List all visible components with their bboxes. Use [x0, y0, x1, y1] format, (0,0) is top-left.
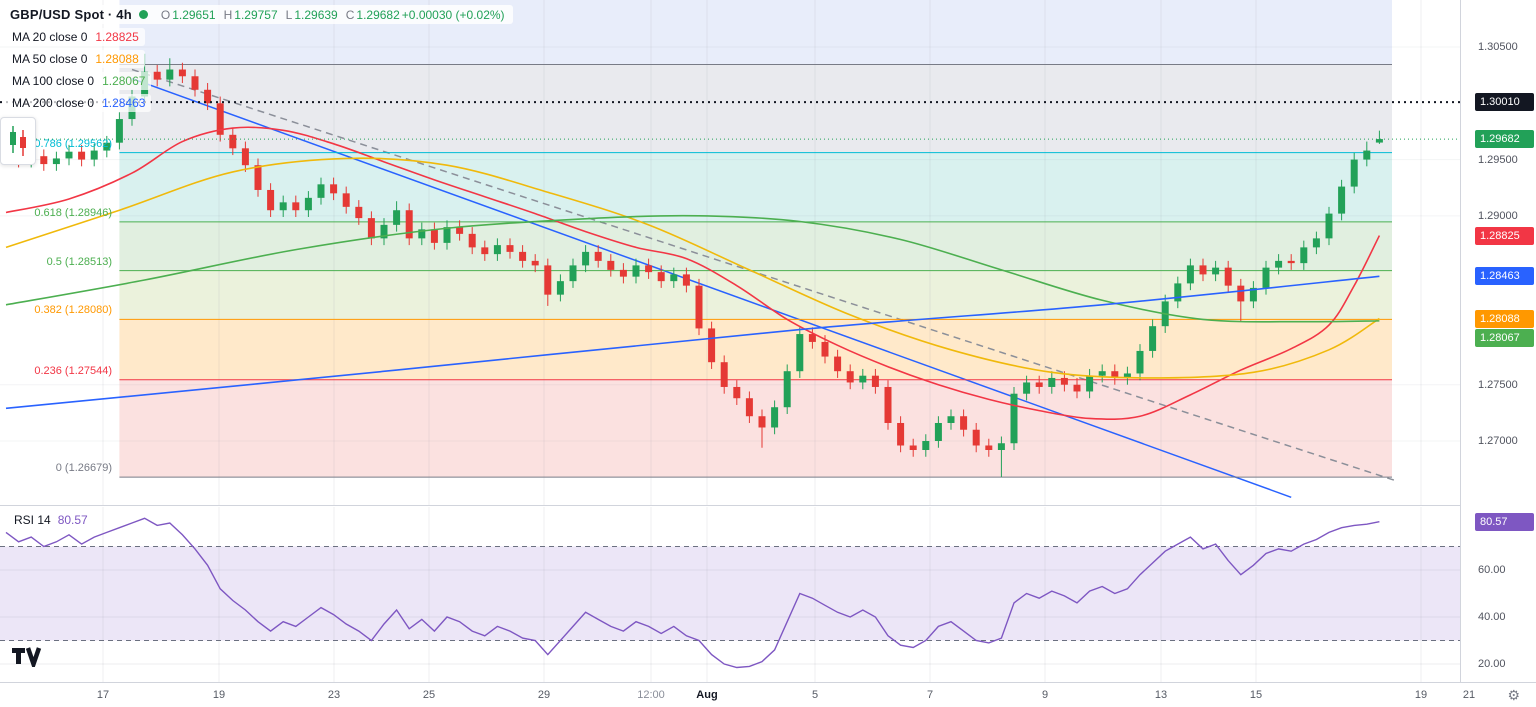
price-label-badge: 1.28463 [1475, 267, 1534, 286]
price-label-badge: 1.30010 [1475, 93, 1534, 112]
time-tick: 12:00 [637, 689, 665, 701]
indicator-legend-row-4[interactable]: MA 200 close 0 1.28463 [6, 94, 152, 112]
time-tick: 29 [537, 689, 551, 701]
open-value: 1.29651 [172, 7, 216, 22]
fib-level-label: 0.618 (1.28946) [34, 206, 112, 219]
rsi-value: 80.57 [57, 513, 88, 527]
candles-widget[interactable] [0, 117, 36, 165]
fib-level-label: 0.5 (1.28513) [46, 255, 112, 268]
price-tick: 1.27000 [1478, 434, 1518, 447]
fib-level-label: 0.382 (1.28080) [34, 304, 112, 317]
high-label: H [223, 7, 233, 22]
price-label-badge: 1.28825 [1475, 226, 1534, 245]
price-label-badge: 1.28067 [1475, 328, 1534, 347]
close-label: C [345, 7, 355, 22]
time-tick: 25 [422, 689, 436, 701]
indicator-label: MA 200 close 0 [12, 96, 95, 110]
indicator-label: MA 50 close 0 [12, 52, 88, 66]
high-value: 1.29757 [234, 7, 278, 22]
indicator-value: 1.28463 [102, 96, 146, 110]
time-tick: 21 [1462, 689, 1476, 701]
mini-candles-icon [10, 126, 26, 156]
symbol-legend[interactable]: GBP/USD Spot · 4h O 1.29651 H 1.29757 L … [6, 5, 513, 24]
indicator-value: 1.28825 [95, 30, 139, 44]
rsi-label: RSI 14 [14, 513, 51, 527]
close-value: 1.29682 [356, 7, 400, 22]
price-tick: 1.29000 [1478, 209, 1518, 222]
time-tick: Aug [696, 689, 718, 701]
price-label-badge: 1.29682 [1475, 130, 1534, 149]
legend: GBP/USD Spot · 4h O 1.29651 H 1.29757 L … [6, 5, 513, 112]
rsi-tick: 40.00 [1478, 611, 1506, 623]
indicator-legend-row-1[interactable]: MA 20 close 0 1.28825 [6, 28, 145, 46]
fib-level-label: 0.786 (1.29562) [34, 137, 112, 150]
rsi-tick: 60.00 [1478, 564, 1506, 576]
symbol-title: GBP/USD Spot · 4h [10, 7, 132, 22]
rsi-legend[interactable]: RSI 14 80.57 [8, 511, 94, 529]
time-tick: 19 [212, 689, 226, 701]
change-value: +0.00030 (+0.02%) [401, 7, 505, 22]
time-tick: 7 [926, 689, 934, 701]
price-tick: 1.27500 [1478, 378, 1518, 391]
indicator-label: MA 100 close 0 [12, 74, 95, 88]
indicator-legend-row-3[interactable]: MA 100 close 0 1.28067 [6, 72, 152, 90]
market-status-icon [138, 10, 148, 19]
indicator-label: MA 20 close 0 [12, 30, 88, 44]
fib-level-label: 0 (1.26679) [55, 462, 112, 475]
price-tick: 1.30500 [1478, 41, 1518, 53]
indicator-value: 1.28088 [95, 52, 139, 66]
fib-level-label: 0.236 (1.27544) [34, 364, 112, 377]
rsi-value-badge: 80.57 [1475, 512, 1534, 531]
price-axis[interactable]: 1.30500 1.29500 1.29000 1.27500 1.27000 60.00… [1460, 0, 1536, 682]
time-tick: 5 [811, 689, 819, 701]
time-tick: 17 [96, 689, 110, 701]
rsi-tick: 20.00 [1478, 658, 1506, 670]
open-label: O [160, 7, 171, 22]
tradingview-logo-icon [12, 647, 42, 671]
indicator-value: 1.28067 [102, 74, 146, 88]
price-tick: 1.29500 [1478, 153, 1518, 166]
time-tick: 15 [1249, 689, 1263, 701]
tradingview-logo[interactable] [12, 645, 42, 672]
gear-icon[interactable]: ⚙ [1507, 687, 1520, 703]
time-tick: 23 [327, 689, 341, 701]
low-label: L [285, 7, 293, 22]
indicator-legend: MA 20 close 0 1.28825 MA 50 close 0 1.28088… [6, 28, 513, 112]
time-axis[interactable]: 17 19 23 25 29 12:00 Aug 5 7 9 13 15 19 21 [0, 682, 1536, 707]
low-value: 1.29639 [294, 7, 338, 22]
time-tick: 13 [1154, 689, 1168, 701]
indicator-legend-row-2[interactable]: MA 50 close 0 1.28088 [6, 50, 145, 68]
time-tick: 9 [1041, 689, 1049, 701]
time-tick: 19 [1414, 689, 1428, 701]
price-label-badge: 1.28088 [1475, 309, 1534, 328]
ohlc-readout: O 1.29651 H 1.29757 L 1.29639 C 1.29682 … [155, 8, 505, 22]
